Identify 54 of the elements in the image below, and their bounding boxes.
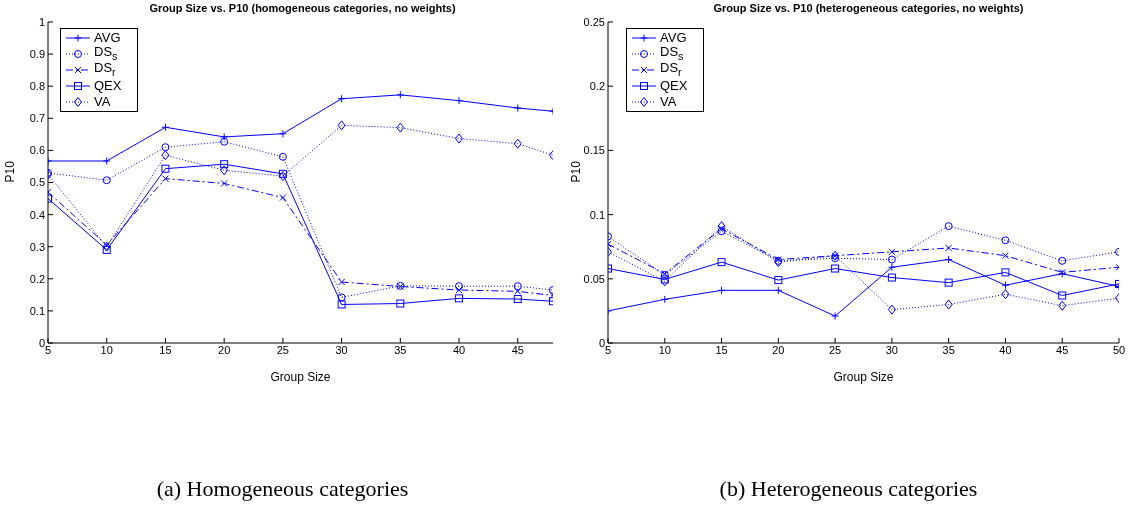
x-tick-label: 40 xyxy=(452,343,466,356)
legend-label: DS$_{s}$ xyxy=(94,44,118,62)
y-tick-label: 0.3 xyxy=(29,240,45,253)
y-axis-title: P10 xyxy=(569,160,584,183)
legend-label: AVG xyxy=(94,30,121,45)
x-tick-label: 10 xyxy=(100,343,113,356)
text: (b) Heterogeneous categories xyxy=(718,476,979,502)
y-tick-label: 0.1 xyxy=(29,304,45,317)
y-tick-label: 0 xyxy=(38,336,45,349)
text: (a) Homogeneous categories xyxy=(155,476,410,502)
legend-label: VA xyxy=(660,94,677,109)
y-tick-label: 1 xyxy=(38,15,45,28)
legend-label: QEX xyxy=(660,78,688,93)
legend-label: VA xyxy=(94,94,111,109)
x-axis-title: Group Size xyxy=(270,370,331,384)
x-tick-label: 15 xyxy=(715,343,728,356)
x-tick-label: 30 xyxy=(885,343,899,356)
x-tick-label: 10 xyxy=(658,343,671,356)
y-axis-title: P10 xyxy=(3,160,18,183)
y-tick-label: 0.4 xyxy=(29,208,45,221)
x-tick-label: 25 xyxy=(828,343,842,356)
chart-title: Group Size vs. P10 (homogeneous categories, no weights) xyxy=(149,2,456,14)
y-tick-label: 0.8 xyxy=(29,80,45,93)
x-tick-label: 5 xyxy=(604,343,612,356)
x-tick-label: 20 xyxy=(218,343,231,356)
x-tick-label: 15 xyxy=(159,343,172,356)
legend-label: QEX xyxy=(94,78,122,93)
y-tick-label: 0.2 xyxy=(29,272,45,285)
x-tick-label: 5 xyxy=(44,343,52,356)
y-tick-label: 0 xyxy=(598,336,605,349)
x-tick-label: 45 xyxy=(511,343,524,356)
x-tick-label: 25 xyxy=(276,343,290,356)
y-tick-label: 0.9 xyxy=(29,48,45,60)
y-tick-label: 0.6 xyxy=(29,144,45,157)
legend-label: AVG xyxy=(660,30,687,45)
x-tick-label: 35 xyxy=(394,343,407,356)
x-tick-label: 35 xyxy=(942,343,955,356)
x-axis-title: Group Size xyxy=(833,370,894,384)
y-tick-label: 0.25 xyxy=(583,15,605,28)
y-tick-label: 0.1 xyxy=(589,208,605,221)
chart-title: Group Size vs. P10 (heterogeneous categories, no weights) xyxy=(713,2,1024,14)
y-tick-label: 0.05 xyxy=(583,272,605,285)
y-tick-label: 0.7 xyxy=(29,112,45,125)
y-tick-label: 0.15 xyxy=(583,144,605,157)
x-tick-label: 20 xyxy=(772,343,785,356)
legend-label: DS$_{r}$ xyxy=(660,60,682,79)
x-tick-label: 50 xyxy=(1112,343,1126,356)
legend-label: DS$_{s}$ xyxy=(660,44,684,62)
x-tick-label: 45 xyxy=(1056,343,1069,356)
y-tick-label: 0.2 xyxy=(589,80,605,93)
x-tick-label: 30 xyxy=(335,343,348,356)
y-tick-label: 0.5 xyxy=(29,176,45,189)
legend-label: DS$_{r}$ xyxy=(94,60,116,79)
x-tick-label: 40 xyxy=(999,343,1012,356)
